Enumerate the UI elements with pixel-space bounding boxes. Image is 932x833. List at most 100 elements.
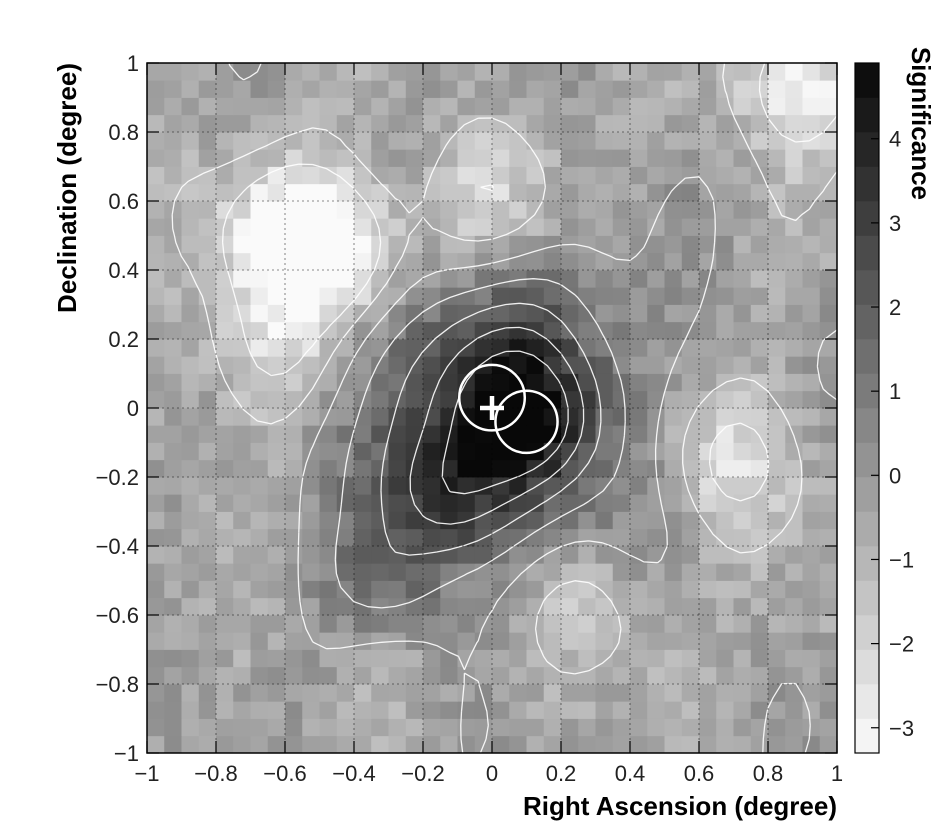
heatmap-cell (733, 321, 752, 340)
heatmap-cell (319, 373, 338, 392)
heatmap-cell (147, 494, 165, 512)
heatmap-cell (405, 718, 424, 737)
heatmap-cell (526, 287, 545, 305)
heatmap-cell (612, 149, 631, 167)
heatmap-cell (578, 718, 596, 737)
heatmap-cell (768, 494, 786, 512)
heatmap-cell (543, 252, 562, 271)
heatmap-cell (578, 632, 596, 650)
heatmap-cell (595, 615, 614, 633)
heatmap-cell (561, 132, 579, 150)
heatmap-cell (733, 528, 752, 547)
heatmap-cell (181, 615, 200, 633)
heatmap-cell (750, 580, 769, 599)
heatmap-cell (164, 649, 182, 668)
heatmap-cell (509, 132, 527, 150)
heatmap-cell (664, 632, 683, 650)
heatmap-cell (354, 528, 372, 547)
heatmap-cell (250, 718, 269, 737)
heatmap-cell (716, 442, 734, 461)
heatmap-cell (561, 425, 579, 443)
heatmap-cell (802, 97, 821, 116)
heatmap-cell (267, 321, 286, 340)
heatmap-cell (371, 390, 389, 409)
heatmap-cell (457, 666, 476, 685)
heatmap-cell (302, 132, 320, 150)
heatmap-cell (526, 252, 545, 271)
heatmap-cell (457, 459, 476, 478)
heatmap-cell (302, 201, 320, 219)
heatmap-cell (578, 684, 596, 702)
heatmap-cell (681, 684, 700, 702)
heatmap-cell (388, 511, 407, 530)
heatmap-cell (388, 494, 407, 512)
heatmap-cell (336, 114, 355, 133)
heatmap-cell (147, 252, 165, 271)
heatmap-cell (733, 63, 752, 81)
heatmap-cell (319, 459, 338, 478)
heatmap-cell (664, 494, 683, 512)
heatmap-cell (457, 494, 476, 512)
heatmap-cell (285, 718, 303, 737)
heatmap-cell (405, 183, 424, 202)
heatmap-cell (526, 684, 545, 702)
heatmap-cell (147, 425, 165, 443)
heatmap-cell (699, 63, 717, 81)
heatmap-cell (630, 339, 648, 357)
heatmap-cell (164, 735, 182, 753)
heatmap-cell (768, 63, 786, 81)
heatmap-cell (819, 563, 837, 581)
heatmap-cell (285, 149, 303, 167)
heatmap-cell (716, 63, 734, 81)
heatmap-cell (785, 425, 803, 443)
heatmap-cell (509, 459, 527, 478)
heatmap-cell (526, 563, 545, 581)
x-tick-label: 0.4 (615, 761, 646, 786)
heatmap-cell (785, 718, 803, 737)
heatmap-cell (612, 563, 631, 581)
heatmap-cell (233, 666, 251, 685)
heatmap-cell (578, 477, 596, 495)
heatmap-cell (750, 684, 769, 702)
heatmap-cell (509, 477, 527, 495)
heatmap-cell (474, 546, 493, 564)
heatmap-cell (733, 183, 752, 202)
heatmap-cell (423, 183, 441, 202)
heatmap-cell (233, 494, 251, 512)
heatmap-cell (354, 684, 372, 702)
heatmap-cell (750, 304, 769, 323)
heatmap-cell (147, 632, 165, 650)
heatmap-cell (630, 615, 648, 633)
heatmap-cell (716, 477, 734, 495)
heatmap-cell (768, 477, 786, 495)
heatmap-cell (750, 373, 769, 392)
heatmap-cell (595, 183, 614, 202)
heatmap-cell (612, 580, 631, 599)
heatmap-cell (819, 373, 837, 392)
heatmap-cell (647, 63, 665, 81)
heatmap-cell (699, 666, 717, 685)
heatmap-cell (250, 511, 269, 530)
heatmap-cell (198, 632, 217, 650)
heatmap-cell (802, 339, 821, 357)
heatmap-cell (250, 183, 269, 202)
heatmap-cell (802, 235, 821, 254)
heatmap-cell (578, 304, 596, 323)
heatmap-cell (543, 287, 562, 305)
heatmap-cell (561, 166, 579, 185)
heatmap-cell (302, 459, 320, 478)
heatmap-cell (388, 183, 407, 202)
heatmap-cell (164, 183, 182, 202)
heatmap-cell (354, 442, 372, 461)
heatmap-cell (681, 477, 700, 495)
heatmap-cell (647, 149, 665, 167)
heatmap-cell (750, 632, 769, 650)
heatmap-cell (647, 166, 665, 185)
heatmap-cell (595, 63, 614, 81)
heatmap-cell (457, 321, 476, 340)
heatmap-cell (699, 408, 717, 426)
heatmap-cell (699, 563, 717, 581)
heatmap-cell (285, 442, 303, 461)
heatmap-cell (543, 114, 562, 133)
heatmap-cell (302, 373, 320, 392)
